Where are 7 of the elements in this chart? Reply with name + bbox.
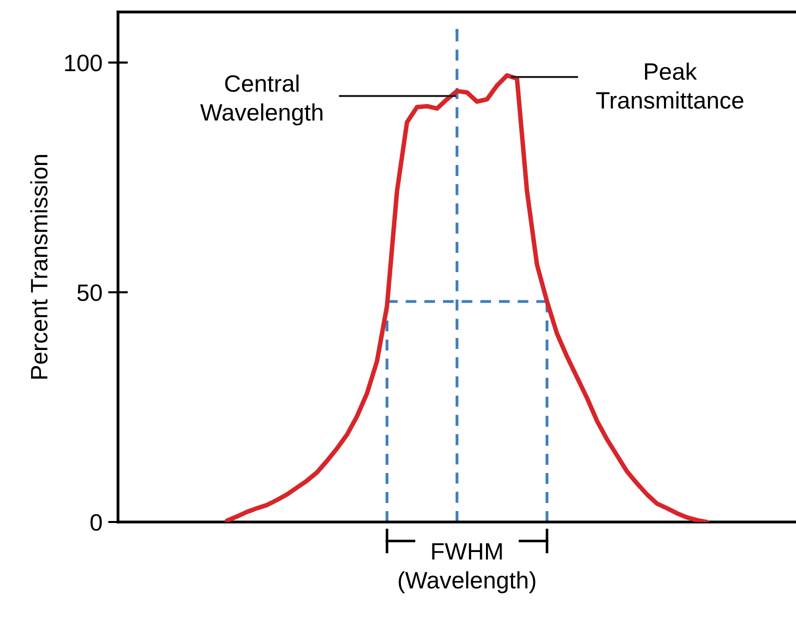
annotation: Central Wavelength — [200, 74, 322, 126]
y-tick-label: 100 — [65, 54, 102, 72]
y-axis-title: Percent Transmission — [30, 155, 48, 379]
y-tick-label: 0 — [90, 514, 102, 531]
x-axis-title: FWHM (Wavelength) — [398, 543, 536, 594]
annotation: Peak Transmittance — [596, 62, 744, 109]
y-tick-label: 50 — [77, 284, 102, 302]
